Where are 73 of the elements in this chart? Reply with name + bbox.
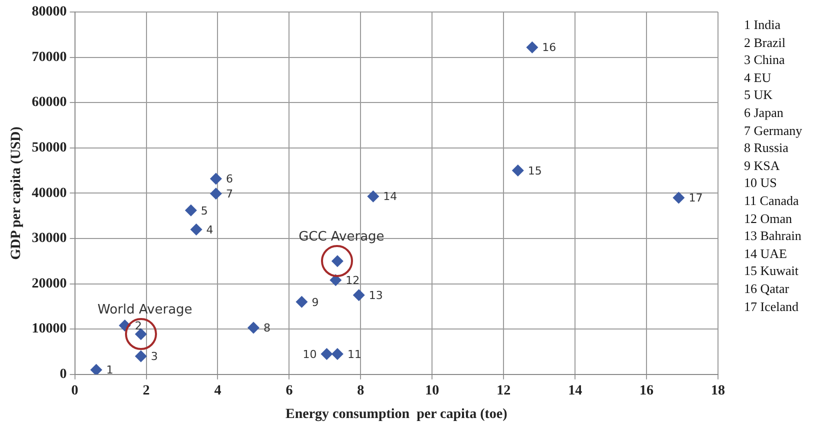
annotation: 6	[226, 172, 233, 186]
text: 10 US	[744, 174, 778, 192]
annotation: 8	[263, 322, 270, 335]
annotation: 11	[347, 348, 362, 361]
x-tick-label: 2	[142, 383, 150, 398]
text: 3 China	[744, 51, 786, 69]
x-tick-label: 4	[214, 383, 222, 398]
annotation: 9	[312, 296, 319, 309]
y-tick-label: 50000	[32, 140, 67, 156]
text: 5 UK	[744, 86, 774, 104]
point	[90, 364, 102, 374]
text: 15 Kuwait	[744, 262, 800, 280]
point	[512, 164, 524, 177]
x-tick-label: 12	[496, 383, 511, 398]
point	[134, 350, 147, 362]
x-tick-label: 10	[425, 383, 440, 398]
annotation: 16	[542, 41, 556, 54]
text: 14 UAE	[744, 244, 788, 262]
x-tick-label: 14	[568, 383, 582, 398]
text: 9 KSA	[744, 156, 781, 174]
text: 6 Japan	[744, 104, 784, 122]
annotation: 12	[346, 274, 360, 288]
annotation: GCC Average	[298, 230, 384, 245]
text: 2 Brazil	[744, 34, 787, 52]
point	[330, 274, 342, 286]
text: 13 Bahrain	[744, 227, 802, 245]
y-tick-label: 60000	[32, 95, 67, 110]
annotation: 5	[200, 204, 208, 218]
y-tick-label: 30000	[32, 231, 67, 246]
x-tick-label: 6	[286, 383, 293, 398]
annotation: 14	[383, 190, 398, 204]
point	[296, 296, 308, 308]
x-axis-title: Energy consumption per capita (toe)	[286, 407, 508, 422]
text: 16 Qatar	[744, 280, 790, 298]
y-tick-label: 70000	[32, 50, 67, 65]
y-tick-label: 80000	[32, 4, 67, 20]
point	[210, 172, 222, 185]
point	[331, 348, 344, 360]
y-tick-label: 20000	[32, 276, 67, 292]
point	[184, 204, 197, 216]
text: 17 Iceland	[744, 298, 800, 316]
point	[367, 190, 380, 202]
point	[526, 41, 538, 54]
point	[352, 289, 365, 302]
text: 4 EU	[744, 68, 772, 86]
y-tick-label: 0	[60, 367, 67, 382]
text: 8 Russia	[744, 139, 790, 157]
text: 12 Oman	[744, 210, 794, 228]
annotation: 7	[226, 188, 233, 201]
point	[672, 192, 685, 204]
text: 1 India	[744, 16, 782, 34]
y-tick-label: 10000	[32, 322, 67, 337]
y-tick-label: 40000	[32, 186, 67, 201]
annotation: 17	[688, 192, 703, 205]
point	[190, 223, 202, 236]
x-tick-label: 0	[71, 383, 78, 398]
x-tick-label: 16	[640, 383, 654, 398]
annotation: 3	[150, 350, 158, 364]
text: 11 Canada	[744, 192, 800, 210]
y-axis-title: GDP per capita (USD)	[9, 126, 24, 260]
text: 7 Germany	[744, 122, 802, 140]
x-tick-label: 8	[357, 383, 364, 398]
point	[210, 188, 222, 200]
x-tick-label: 18	[711, 383, 725, 398]
annotation: 4	[206, 223, 214, 236]
annotation: 1	[106, 364, 114, 377]
annotation: 13	[368, 288, 383, 302]
point	[247, 322, 260, 334]
annotation: 2	[134, 319, 142, 332]
annotation: 10	[302, 348, 317, 361]
point	[320, 348, 333, 360]
annotation: World Average	[98, 302, 192, 318]
annotation: 15	[528, 164, 542, 178]
